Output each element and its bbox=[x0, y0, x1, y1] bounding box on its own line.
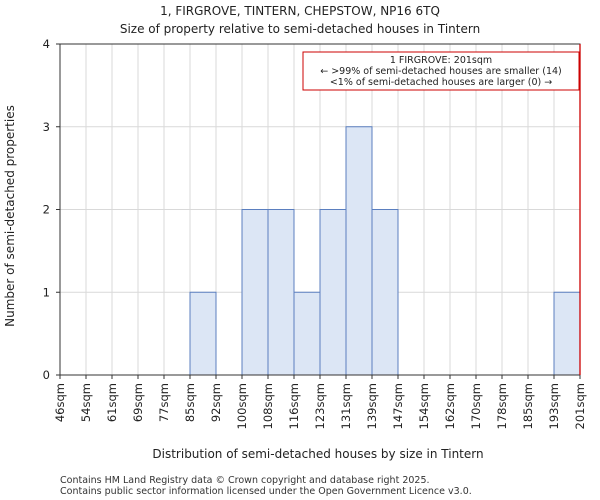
x-tick-label: 201sqm bbox=[573, 383, 587, 429]
x-tick-label: 185sqm bbox=[521, 383, 535, 429]
x-tick-label: 61sqm bbox=[105, 383, 119, 422]
bar bbox=[241, 209, 269, 376]
x-tick-label: 178sqm bbox=[495, 383, 509, 429]
x-tick-label: 116sqm bbox=[287, 383, 301, 429]
x-tick-label: 147sqm bbox=[391, 383, 405, 429]
chart-subtitle: Size of property relative to semi-detach… bbox=[120, 22, 480, 36]
annotation-box: 1 FIRGROVE: 201sqm ← >99% of semi-detach… bbox=[302, 51, 580, 91]
bar bbox=[371, 209, 399, 376]
y-tick-label: 2 bbox=[43, 203, 50, 217]
x-tick-label: 131sqm bbox=[339, 383, 353, 429]
x-tick-label: 154sqm bbox=[417, 383, 431, 429]
bar bbox=[553, 291, 581, 376]
bar bbox=[267, 209, 295, 376]
x-tick-label: 85sqm bbox=[183, 383, 197, 422]
y-tick-label: 0 bbox=[43, 368, 50, 382]
y-tick-label: 4 bbox=[43, 37, 50, 51]
x-tick-label: 139sqm bbox=[365, 383, 379, 429]
x-axis-label: Distribution of semi-detached houses by … bbox=[152, 447, 483, 461]
annotation-line-3: <1% of semi-detached houses are larger (… bbox=[330, 77, 552, 88]
x-tick-label: 100sqm bbox=[235, 383, 249, 429]
x-tick-label: 108sqm bbox=[261, 383, 275, 429]
y-tick-label: 3 bbox=[43, 120, 50, 134]
x-tick-label: 123sqm bbox=[313, 383, 327, 429]
bar bbox=[345, 126, 373, 376]
y-axis-label: Number of semi-detached properties bbox=[3, 105, 17, 327]
bar bbox=[293, 291, 321, 376]
x-tick-label: 69sqm bbox=[131, 383, 145, 422]
footer-line-1: Contains HM Land Registry data © Crown c… bbox=[60, 475, 430, 486]
x-tick-label: 162sqm bbox=[443, 383, 457, 429]
bars-layer bbox=[189, 126, 581, 376]
annotation-line-1: 1 FIRGROVE: 201sqm bbox=[390, 55, 492, 66]
ticks-layer: 0 1 2 3 4 46sqm 54sqm 61sqm 69sqm 77sqm 85sqm 92sqm… bbox=[43, 37, 587, 429]
chart-title: 1, FIRGROVE, TINTERN, CHEPSTOW, NP16 6TQ bbox=[160, 4, 440, 18]
x-tick-label: 193sqm bbox=[547, 383, 561, 429]
x-tick-label: 77sqm bbox=[157, 383, 171, 422]
y-tick-label: 1 bbox=[43, 285, 50, 299]
footer-line-2: Contains public sector information licen… bbox=[60, 486, 472, 497]
x-tick-label: 46sqm bbox=[53, 383, 67, 422]
x-tick-label: 92sqm bbox=[209, 383, 223, 422]
annotation-line-2: ← >99% of semi-detached houses are small… bbox=[320, 66, 562, 77]
x-tick-label: 54sqm bbox=[79, 383, 93, 422]
bar bbox=[319, 209, 347, 376]
bar bbox=[189, 291, 217, 376]
x-tick-label: 170sqm bbox=[469, 383, 483, 429]
annotation-border bbox=[302, 51, 580, 91]
